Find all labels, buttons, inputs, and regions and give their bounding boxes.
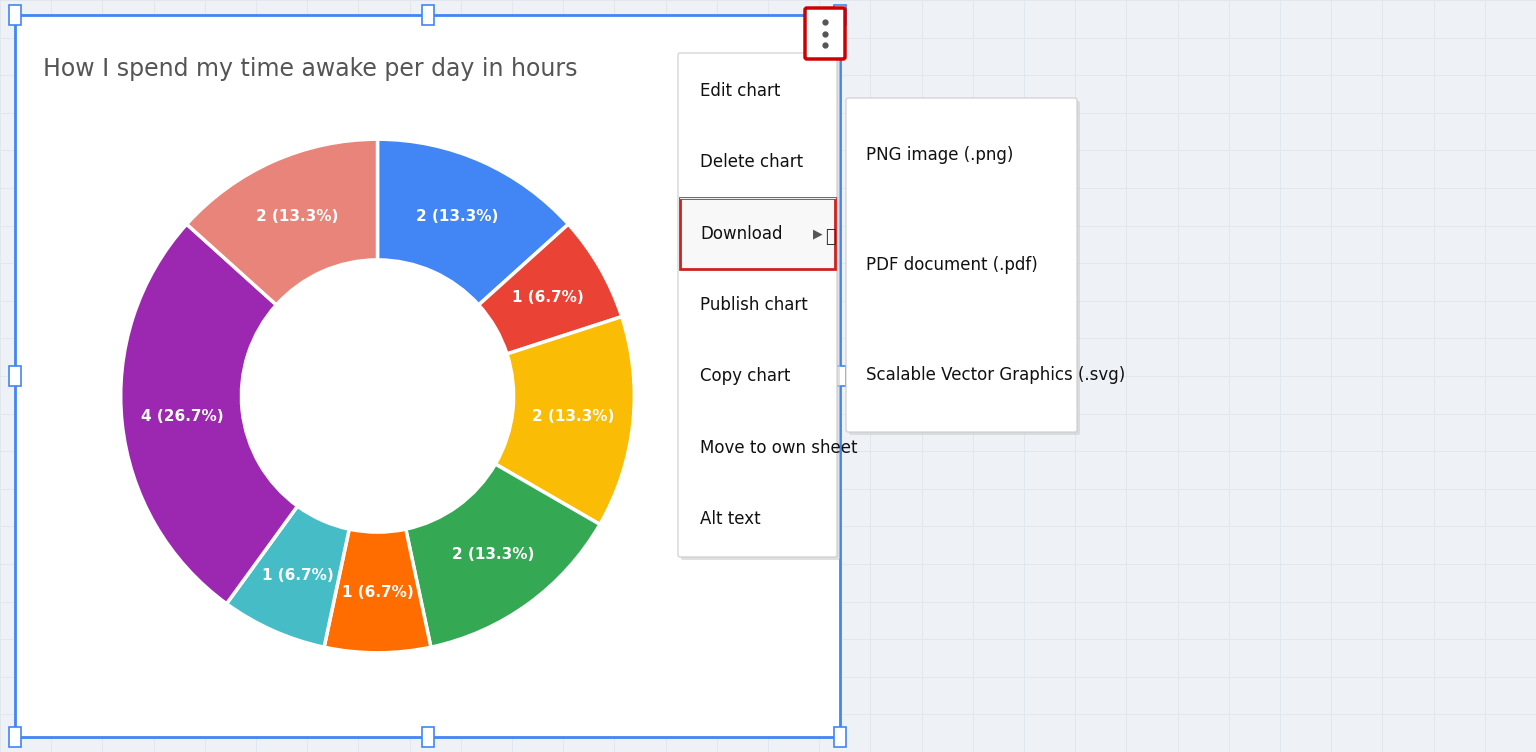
Text: 2 (13.3%): 2 (13.3%) — [416, 209, 499, 224]
FancyBboxPatch shape — [834, 5, 846, 25]
FancyBboxPatch shape — [834, 727, 846, 747]
Text: ▶: ▶ — [813, 227, 823, 240]
FancyBboxPatch shape — [9, 366, 22, 386]
Wedge shape — [121, 224, 298, 604]
Text: How I spend my time awake per day in hours: How I spend my time awake per day in hou… — [43, 57, 578, 81]
Text: PDF document (.pdf): PDF document (.pdf) — [866, 256, 1038, 274]
Wedge shape — [406, 464, 601, 647]
FancyBboxPatch shape — [680, 198, 836, 269]
Text: Scalable Vector Graphics (.svg): Scalable Vector Graphics (.svg) — [866, 366, 1126, 384]
Text: Edit chart: Edit chart — [700, 82, 780, 100]
Wedge shape — [187, 139, 378, 305]
FancyBboxPatch shape — [421, 727, 433, 747]
Text: Copy chart: Copy chart — [700, 368, 791, 386]
Text: 1 (6.7%): 1 (6.7%) — [511, 290, 584, 305]
Wedge shape — [496, 317, 634, 524]
Text: Alt text: Alt text — [700, 511, 760, 529]
Text: Download: Download — [700, 225, 782, 243]
Text: 2 (13.3%): 2 (13.3%) — [257, 209, 339, 224]
Text: 4 (26.7%): 4 (26.7%) — [141, 409, 223, 424]
Wedge shape — [479, 224, 622, 354]
FancyBboxPatch shape — [15, 15, 840, 737]
FancyBboxPatch shape — [680, 56, 840, 560]
FancyBboxPatch shape — [9, 727, 22, 747]
Text: 1 (6.7%): 1 (6.7%) — [261, 568, 333, 583]
FancyBboxPatch shape — [834, 366, 846, 386]
Wedge shape — [378, 139, 568, 305]
FancyBboxPatch shape — [849, 101, 1080, 435]
Text: 2 (13.3%): 2 (13.3%) — [452, 547, 535, 562]
Wedge shape — [226, 506, 349, 647]
FancyBboxPatch shape — [677, 53, 837, 557]
Text: Delete chart: Delete chart — [700, 153, 803, 171]
Text: 𝓂: 𝓂 — [825, 228, 836, 246]
Wedge shape — [324, 529, 432, 653]
Text: 2 (13.3%): 2 (13.3%) — [531, 409, 614, 424]
FancyBboxPatch shape — [421, 5, 433, 25]
Text: 1 (6.7%): 1 (6.7%) — [341, 585, 413, 600]
FancyBboxPatch shape — [9, 5, 22, 25]
FancyBboxPatch shape — [805, 8, 845, 59]
FancyBboxPatch shape — [846, 98, 1077, 432]
Text: PNG image (.png): PNG image (.png) — [866, 146, 1014, 164]
Text: Move to own sheet: Move to own sheet — [700, 439, 857, 457]
Text: Publish chart: Publish chart — [700, 296, 808, 314]
